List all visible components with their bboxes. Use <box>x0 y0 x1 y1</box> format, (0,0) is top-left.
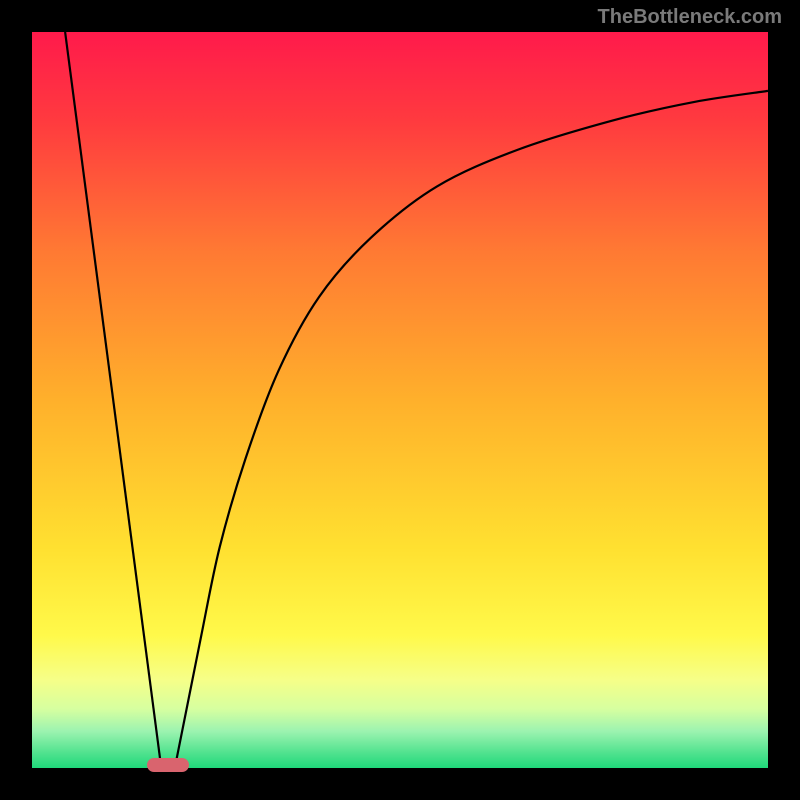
watermark-text: TheBottleneck.com <box>598 6 782 29</box>
left-line <box>65 32 161 764</box>
optimal-marker <box>147 758 189 772</box>
plot-area <box>32 32 768 768</box>
right-curve <box>176 91 768 764</box>
bottleneck-curves <box>32 32 768 768</box>
